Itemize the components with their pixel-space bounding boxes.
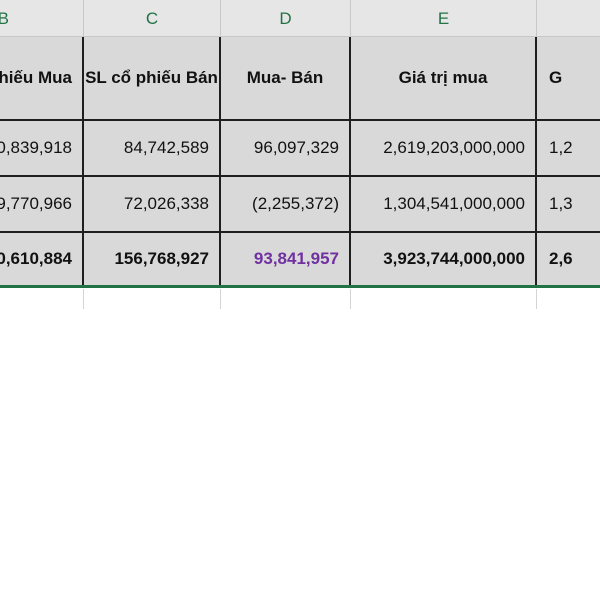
empty-cell[interactable] xyxy=(351,289,537,309)
empty-cell[interactable] xyxy=(0,289,84,309)
header-cell-f[interactable]: G xyxy=(549,68,563,87)
cell-d[interactable]: 96,097,329 xyxy=(221,121,351,175)
table-row: 9,770,966 72,026,338 (2,255,372) 1,304,5… xyxy=(0,177,600,233)
cell-c[interactable]: 72,026,338 xyxy=(84,177,221,231)
total-cell-e[interactable]: 3,923,744,000,000 xyxy=(351,233,537,285)
cell-f[interactable]: 1,3 xyxy=(549,194,573,213)
column-header-row: B C D E xyxy=(0,0,600,37)
empty-cell[interactable] xyxy=(221,289,351,309)
column-header-b[interactable]: B xyxy=(0,0,84,36)
cell-c[interactable]: 84,742,589 xyxy=(84,121,221,175)
table-row: 0,839,918 84,742,589 96,097,329 2,619,20… xyxy=(0,121,600,177)
data-table: phiếu Mua SL cổ phiếu Bán Mua- Bán Giá t… xyxy=(0,37,600,288)
column-header-e[interactable]: E xyxy=(351,0,537,36)
total-cell-b[interactable]: 0,610,884 xyxy=(0,233,84,285)
table-header-row: phiếu Mua SL cổ phiếu Bán Mua- Bán Giá t… xyxy=(0,37,600,121)
cell-e[interactable]: 2,619,203,000,000 xyxy=(351,121,537,175)
cell-b[interactable]: 9,770,966 xyxy=(0,177,84,231)
column-header-d[interactable]: D xyxy=(221,0,351,36)
cell-b[interactable]: 0,839,918 xyxy=(0,121,84,175)
empty-grid-row xyxy=(0,289,600,309)
header-cell-d[interactable]: Mua- Bán xyxy=(221,37,351,119)
header-cell-c[interactable]: SL cổ phiếu Bán xyxy=(84,37,221,119)
cell-d[interactable]: (2,255,372) xyxy=(221,177,351,231)
cell-f[interactable]: 1,2 xyxy=(549,138,573,157)
total-cell-c[interactable]: 156,768,927 xyxy=(84,233,221,285)
column-header-f[interactable] xyxy=(537,0,600,36)
empty-cell[interactable] xyxy=(537,289,600,309)
column-header-c[interactable]: C xyxy=(84,0,221,36)
empty-cell[interactable] xyxy=(84,289,221,309)
cell-e[interactable]: 1,304,541,000,000 xyxy=(351,177,537,231)
total-cell-d[interactable]: 93,841,957 xyxy=(221,233,351,285)
header-cell-e[interactable]: Giá trị mua xyxy=(351,37,537,119)
total-cell-f[interactable]: 2,6 xyxy=(549,249,573,268)
header-cell-b[interactable]: phiếu Mua xyxy=(0,37,84,119)
total-row: 0,610,884 156,768,927 93,841,957 3,923,7… xyxy=(0,233,600,288)
